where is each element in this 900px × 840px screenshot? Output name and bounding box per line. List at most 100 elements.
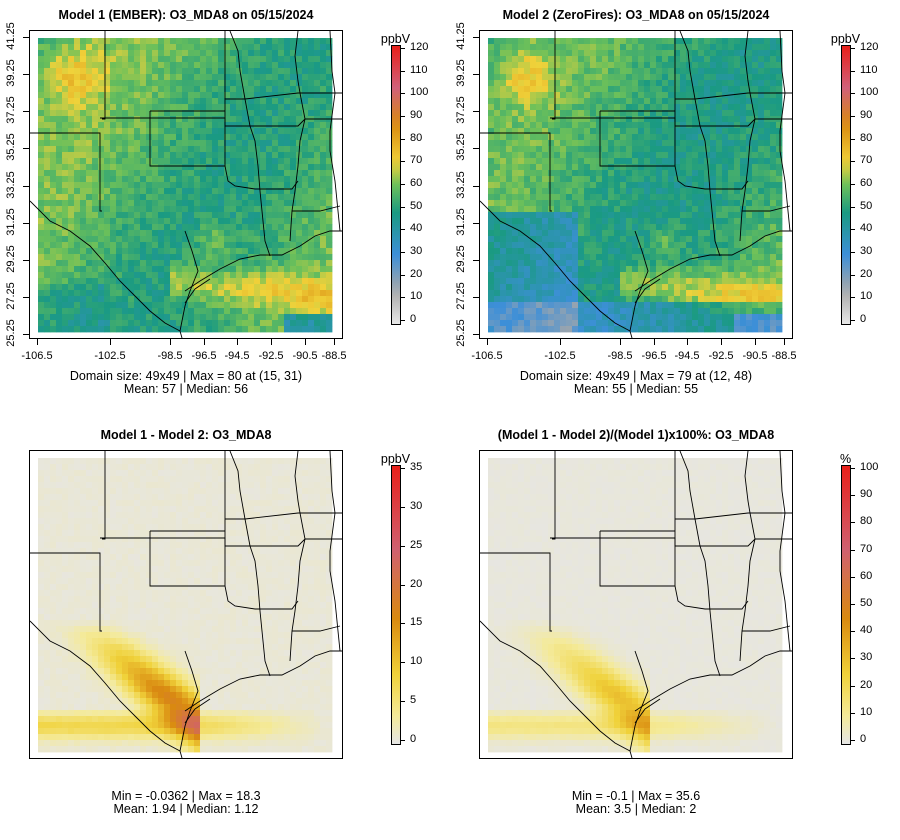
map-frame[interactable] — [29, 450, 343, 759]
y-tick-mark — [473, 259, 479, 261]
map-canvas — [480, 451, 792, 758]
colorbar-label: 60 — [860, 177, 873, 189]
x-tick-mark — [721, 339, 722, 345]
colorbar-label: 70 — [860, 542, 873, 555]
x-tick-mark — [784, 339, 785, 345]
colorbar-label: 80 — [410, 131, 423, 144]
colorbar-label: 90 — [410, 109, 423, 121]
y-tick-label: 25.25 — [455, 319, 467, 347]
x-tick-mark — [560, 339, 561, 345]
colorbar-label: 10 — [860, 705, 873, 718]
state-border — [739, 451, 756, 662]
state-border — [289, 31, 306, 242]
colorbar-label: 120 — [860, 41, 879, 53]
colorbar-tick — [851, 712, 855, 714]
x-tick-label: -98.5 — [157, 350, 183, 362]
colorbar-unit: ppbV — [830, 32, 861, 46]
x-tick-label: -106.5 — [471, 350, 503, 362]
y-tick-mark — [473, 185, 479, 187]
state-border — [480, 620, 631, 752]
state-border — [225, 92, 342, 100]
colorbar-tick — [401, 138, 405, 140]
colorbar-label: 30 — [410, 499, 423, 512]
colorbar-tick — [851, 685, 855, 687]
colorbar-label: 100 — [860, 86, 879, 99]
colorbar-tick — [851, 631, 855, 633]
stats-line-2: Mean: 57 | Median: 56 — [123, 382, 249, 396]
y-tick-label: 39.25 — [455, 59, 467, 87]
grid-cells — [38, 458, 333, 753]
colorbar-label: 0 — [860, 313, 867, 325]
colorbar — [391, 45, 401, 325]
colorbar-tick — [401, 701, 405, 703]
state-border — [552, 31, 556, 120]
panel-title: Model 2 (ZeroFires): O3_MDA8 on 05/15/20… — [502, 8, 770, 22]
colorbar-tick — [851, 522, 855, 524]
state-border — [184, 230, 342, 292]
x-tick-label: -106.5 — [21, 350, 53, 362]
y-tick-label: 29.25 — [455, 244, 467, 273]
colorbar-tick — [851, 320, 855, 321]
y-tick-label: 37.25 — [455, 96, 467, 125]
y-tick-label: 33.25 — [5, 170, 17, 199]
y-tick-label: 35.25 — [5, 133, 17, 162]
x-tick-label: -92.5 — [708, 350, 734, 362]
colorbar-tick — [401, 229, 405, 231]
colorbar-unit: ppbV — [380, 452, 411, 466]
state-border — [550, 117, 792, 127]
colorbar-label: 30 — [410, 245, 423, 257]
colorbar-unit: ppbV — [380, 32, 411, 46]
colorbar-tick — [851, 495, 855, 497]
x-tick-mark — [237, 339, 238, 345]
x-tick-mark — [271, 339, 272, 345]
state-border — [100, 537, 342, 547]
y-tick-mark — [473, 111, 479, 113]
y-tick-mark — [23, 148, 29, 150]
colorbar-label: 100 — [860, 461, 879, 473]
x-tick-label: -88.5 — [321, 350, 347, 362]
colorbar-label: 60 — [860, 569, 873, 582]
colorbar-tick — [851, 184, 855, 185]
x-tick-label: -96.5 — [641, 350, 667, 362]
colorbar-tick — [401, 740, 405, 741]
x-tick-label: -98.5 — [607, 350, 633, 362]
state-border — [552, 451, 556, 540]
state-border — [30, 620, 181, 752]
y-tick-mark — [23, 334, 29, 335]
map-frame[interactable] — [479, 30, 793, 339]
y-tick-label: 25.25 — [5, 319, 17, 347]
y-tick-label: 41.25 — [5, 22, 17, 50]
x-tick-label: -92.5 — [258, 350, 284, 362]
map-frame[interactable] — [29, 30, 343, 339]
y-tick-mark — [473, 222, 479, 224]
x-tick-label: -90.5 — [742, 350, 768, 362]
grid-cells — [488, 38, 783, 333]
colorbar-tick — [851, 468, 855, 469]
colorbar-tick — [851, 93, 855, 95]
grid-cells — [488, 458, 783, 753]
state-border — [742, 625, 791, 632]
x-tick-mark — [687, 339, 688, 345]
colorbar-tick — [401, 93, 405, 95]
colorbar-label: 80 — [860, 131, 873, 144]
state-border — [599, 451, 676, 587]
colorbar-tick — [851, 48, 855, 49]
state-border — [634, 650, 792, 712]
x-tick-mark — [654, 339, 655, 345]
stats-line-2: Mean: 3.5 | Median: 2 — [575, 802, 697, 816]
map-frame[interactable] — [479, 450, 793, 759]
colorbar-tick — [851, 70, 855, 72]
colorbar-tick — [851, 604, 855, 605]
colorbar-label: 70 — [860, 154, 873, 167]
colorbar-tick — [851, 229, 855, 231]
colorbar-tick — [851, 658, 855, 660]
colorbar-label: 5 — [410, 694, 417, 707]
state-border — [634, 698, 661, 724]
x-tick-label: -90.5 — [292, 350, 318, 362]
y-tick-mark — [473, 296, 479, 298]
state-border — [30, 552, 102, 632]
state-border — [229, 31, 271, 257]
state-border — [599, 31, 676, 167]
state-border — [102, 451, 106, 540]
colorbar-tick — [851, 740, 855, 741]
